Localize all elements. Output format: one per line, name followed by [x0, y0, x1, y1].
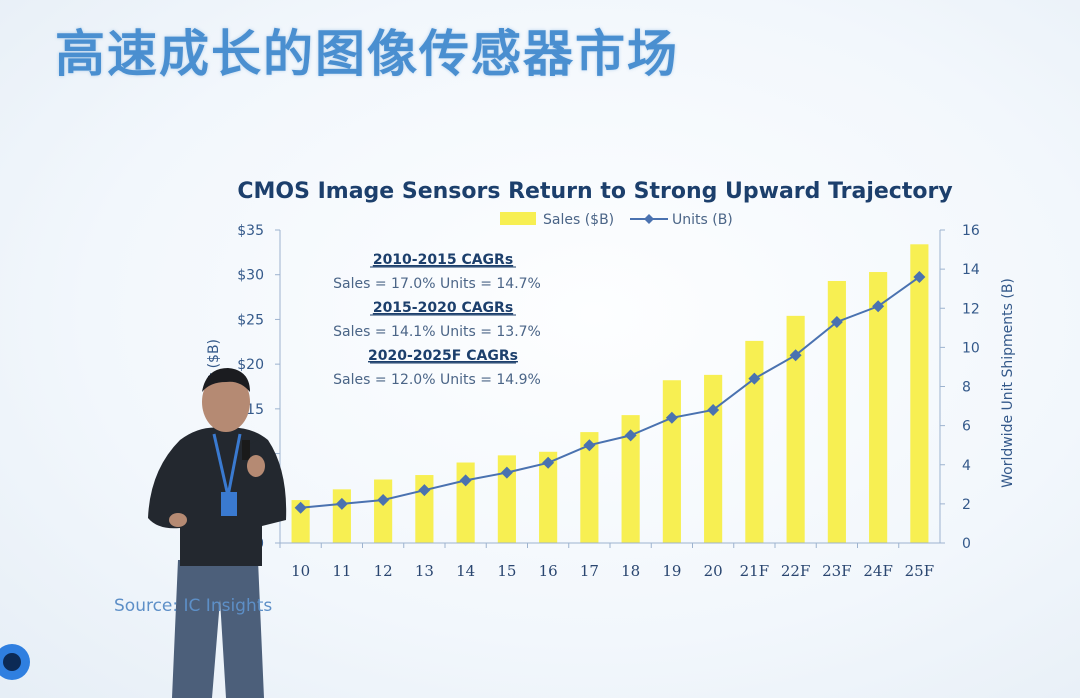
y2-tick-label: 16 [962, 223, 980, 239]
y2-tick-label: 4 [962, 458, 971, 474]
y2-tick-label: 10 [962, 340, 980, 356]
y-tick-label: $20 [237, 357, 264, 373]
sales-bars [291, 244, 929, 543]
sales-bar [869, 272, 888, 543]
units-marker [542, 456, 555, 469]
x-tick-label: 10 [291, 562, 310, 580]
speaker-hand [247, 455, 265, 477]
y-tick-label: $30 [237, 268, 264, 284]
legend-swatch-units-marker [644, 214, 654, 224]
speaker-hair [202, 368, 250, 392]
x-tick-label: 11 [332, 562, 351, 580]
x-tick-label: 14 [456, 562, 475, 580]
y-tick-label: $35 [237, 223, 264, 239]
chart-title: CMOS Image Sensors Return to Strong Upwa… [237, 179, 952, 204]
units-marker [335, 497, 348, 510]
y2-tick-label: 2 [962, 497, 971, 513]
sales-bar [497, 455, 516, 543]
x-tick-label: 15 [497, 562, 516, 580]
units-marker [418, 484, 431, 497]
sales-bar [580, 432, 599, 543]
sales-bar [291, 500, 310, 543]
sales-bar [745, 340, 764, 543]
legend: Sales ($B) Units (B) [500, 212, 733, 228]
units-marker [872, 300, 885, 313]
x-tick-label: 18 [621, 562, 640, 580]
cagr-heading: 2020-2025F CAGRs [368, 348, 518, 364]
source-note: Source: IC Insights [114, 596, 273, 616]
cagr-values: Sales = 12.0% Units = 14.9% [333, 372, 541, 388]
units-polyline [300, 276, 920, 509]
speaker-left-hand [169, 513, 187, 527]
y2-tick-label: 0 [962, 536, 971, 552]
cagr-heading: 2015-2020 CAGRs [373, 300, 513, 316]
microphone [242, 440, 250, 460]
units-marker [624, 429, 637, 442]
units-marker [377, 493, 390, 506]
units-marker [789, 349, 802, 362]
sales-bar [539, 451, 558, 543]
y2-tick-label: 6 [962, 419, 971, 435]
units-marker [665, 411, 678, 424]
y2-tick-label: 14 [962, 262, 980, 278]
sales-bar [704, 374, 723, 543]
y2-axis-label: Worldwide Unit Shipments (B) [1000, 278, 1016, 488]
x-tick-label: 12 [374, 562, 393, 580]
x-axis: 10 11 12 13 14 15 16 17 18 19 20 21F 22F 23F 24F 25F [279, 542, 940, 580]
x-tick-label: 24F [863, 562, 893, 580]
units-marker [294, 501, 307, 514]
x-tick-label: 25F [905, 562, 935, 580]
slide-title: 高速成长的图像传感器市场 [55, 25, 679, 83]
x-tick-label: 20 [704, 562, 723, 580]
units-line [294, 270, 926, 514]
units-marker [913, 270, 926, 283]
sales-bar [374, 479, 393, 543]
x-tick-label: 16 [539, 562, 558, 580]
units-marker [500, 466, 513, 479]
cagr-values: Sales = 17.0% Units = 14.7% [333, 276, 541, 292]
stage-light-core [3, 653, 21, 671]
sales-bar [662, 380, 681, 543]
legend-label-units: Units (B) [672, 212, 733, 228]
speaker-badge [221, 492, 237, 516]
sales-bar [456, 462, 475, 543]
right-axis: 16 14 12 10 8 6 4 2 0 [939, 223, 980, 552]
units-marker [830, 315, 843, 328]
x-tick-label: 22F [781, 562, 811, 580]
x-tick-label: 17 [580, 562, 599, 580]
cagr-annotations: 2010-2015 CAGRs Sales = 17.0% Units = 14.… [333, 252, 541, 388]
sales-bar [621, 415, 640, 543]
sales-bar [786, 315, 805, 543]
units-marker [707, 403, 720, 416]
cagr-values: Sales = 14.1% Units = 13.7% [333, 324, 541, 340]
units-marker [583, 439, 596, 452]
units-marker [748, 372, 761, 385]
x-tick-label: 19 [662, 562, 681, 580]
x-tick-label: 23F [822, 562, 852, 580]
y-tick-label: $25 [237, 312, 264, 328]
y2-tick-label: 8 [962, 380, 971, 396]
speaker-head [202, 372, 250, 432]
sales-bar [827, 280, 846, 543]
legend-label-sales: Sales ($B) [543, 212, 614, 228]
sales-bar [910, 244, 929, 543]
x-tick-label: 13 [415, 562, 434, 580]
units-marker [459, 474, 472, 487]
y2-tick-label: 12 [962, 301, 980, 317]
speaker-jeans [172, 560, 264, 698]
legend-swatch-sales [500, 212, 536, 225]
x-tick-label: 21F [740, 562, 770, 580]
cagr-heading: 2010-2015 CAGRs [373, 252, 513, 268]
